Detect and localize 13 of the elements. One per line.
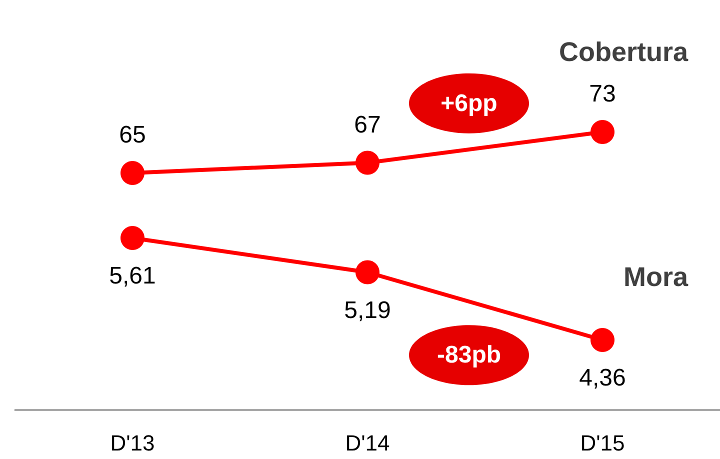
data-label: 67	[354, 111, 381, 138]
data-label: 4,36	[579, 364, 626, 392]
series-label: Mora	[623, 262, 689, 292]
x-tick-label: D'15	[580, 430, 625, 456]
data-label: 73	[589, 80, 616, 108]
data-label: 65	[119, 122, 146, 148]
text: -83pb	[436, 342, 502, 369]
text: Cobertura	[558, 37, 689, 67]
x-tick-label: D'13	[110, 430, 155, 456]
data-label: 5,19	[344, 296, 391, 324]
data-label: 5,61	[109, 262, 156, 290]
x-tick-label: D'14	[345, 430, 390, 456]
text: +6pp	[440, 90, 498, 117]
